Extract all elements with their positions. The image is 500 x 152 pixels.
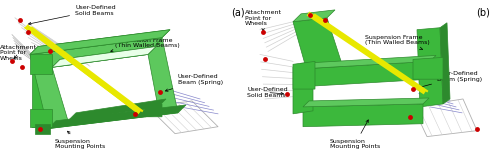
Polygon shape — [303, 98, 429, 107]
Polygon shape — [413, 57, 443, 79]
Polygon shape — [440, 23, 450, 104]
Text: User-Defined
Beam (Spring): User-Defined Beam (Spring) — [166, 74, 223, 91]
Text: Suspension Frame
(Thin Walled Beams): Suspension Frame (Thin Walled Beams) — [111, 38, 180, 52]
Text: Suspension
Mounting Points: Suspension Mounting Points — [330, 120, 380, 149]
Polygon shape — [30, 30, 170, 54]
Polygon shape — [295, 55, 436, 69]
Polygon shape — [148, 38, 178, 113]
Polygon shape — [417, 28, 443, 107]
Polygon shape — [32, 54, 52, 127]
Polygon shape — [293, 61, 315, 89]
Polygon shape — [30, 54, 52, 74]
Polygon shape — [48, 105, 186, 129]
Polygon shape — [145, 104, 162, 117]
Polygon shape — [30, 54, 68, 129]
Text: Suspension
Mounting Points: Suspension Mounting Points — [55, 131, 105, 149]
Polygon shape — [293, 18, 343, 71]
Polygon shape — [30, 38, 162, 67]
Text: (b): (b) — [476, 8, 490, 18]
Text: User-Defined
Solid Beams: User-Defined Solid Beams — [247, 87, 288, 98]
Text: User-Defined
Beam (Spring): User-Defined Beam (Spring) — [416, 71, 482, 89]
Polygon shape — [303, 104, 423, 127]
Text: Suspension Frame
(Thin Walled Beams): Suspension Frame (Thin Walled Beams) — [365, 35, 430, 50]
Polygon shape — [35, 124, 50, 134]
Polygon shape — [293, 10, 335, 22]
Polygon shape — [295, 61, 430, 87]
Polygon shape — [52, 47, 156, 67]
Polygon shape — [293, 65, 313, 114]
Polygon shape — [30, 30, 170, 54]
Polygon shape — [48, 107, 178, 129]
Text: (a): (a) — [231, 8, 245, 18]
Text: User-Defined
Solid Beams: User-Defined Solid Beams — [28, 5, 116, 25]
Polygon shape — [52, 47, 156, 67]
Polygon shape — [30, 109, 52, 127]
Polygon shape — [68, 99, 166, 121]
Text: Attachment
Point for
Wheels: Attachment Point for Wheels — [245, 10, 282, 31]
Text: Attachment
Point for
Wheels: Attachment Point for Wheels — [0, 45, 37, 61]
